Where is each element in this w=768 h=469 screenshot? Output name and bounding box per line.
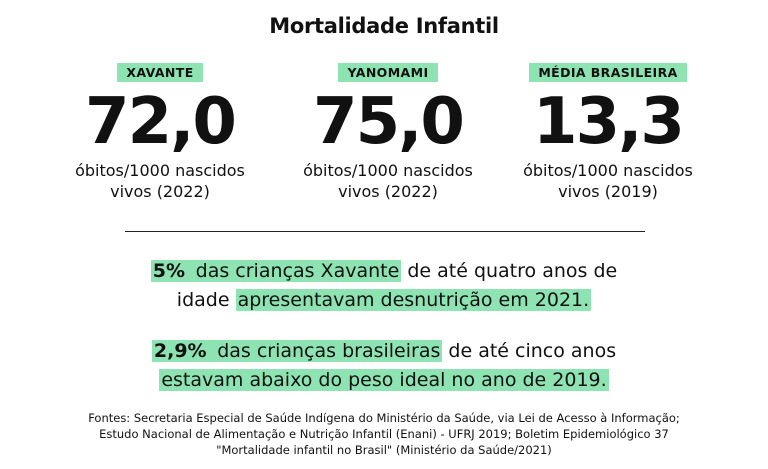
stat-label: MÉDIA BRASILEIRA	[529, 63, 687, 82]
stat-yanomami: YANOMAMI 75,0 óbitos/1000 nascidos vivos…	[283, 62, 493, 202]
stat-unit-line1: óbitos/1000 nascidos	[75, 161, 245, 180]
divider	[125, 231, 645, 232]
stat-xavante: XAVANTE 72,0 óbitos/1000 nascidos vivos …	[55, 62, 265, 202]
stat-value: 13,3	[533, 85, 685, 159]
stat-unit: óbitos/1000 nascidos vivos (2022)	[55, 160, 265, 202]
stat-value: 75,0	[313, 85, 465, 159]
sources: Fontes: Secretaria Especial de Saúde Ind…	[40, 410, 728, 458]
fact-text: de até quatro anos de	[407, 260, 618, 282]
fact-highlight: das crianças brasileiras	[215, 340, 443, 362]
stat-unit-line2: vivos (2019)	[558, 182, 658, 201]
fact-text: de até cinco anos	[448, 340, 617, 362]
fact-text: idade	[176, 289, 230, 311]
stat-label: YANOMAMI	[338, 63, 438, 82]
stat-value: 72,0	[85, 85, 237, 159]
stat-unit-line1: óbitos/1000 nascidos	[523, 161, 693, 180]
fact-highlight: estavam abaixo do peso ideal no ano de 2…	[159, 369, 609, 391]
stat-unit: óbitos/1000 nascidos vivos (2022)	[283, 160, 493, 202]
sources-line: "Mortalidade infantil no Brasil" (Minist…	[216, 443, 552, 457]
stat-unit-line1: óbitos/1000 nascidos	[303, 161, 473, 180]
stat-unit-line2: vivos (2022)	[338, 182, 438, 201]
fact-highlight: das crianças Xavante	[193, 260, 402, 282]
stat-unit-line2: vivos (2022)	[110, 182, 210, 201]
page-title: Mortalidade Infantil	[269, 14, 499, 38]
sources-line: Estudo Nacional de Alimentação e Nutriçã…	[99, 427, 669, 441]
fact-percent: 5%	[150, 260, 194, 282]
fact-highlight: apresentavam desnutrição em 2021.	[235, 289, 592, 311]
fact-brazil-underweight: 2,9% das crianças brasileiras de até cin…	[90, 337, 678, 395]
stat-label: XAVANTE	[117, 63, 203, 82]
stat-unit: óbitos/1000 nascidos vivos (2019)	[503, 160, 713, 202]
fact-percent: 2,9%	[151, 340, 216, 362]
fact-xavante-malnutrition: 5% das crianças Xavante de até quatro an…	[90, 257, 678, 315]
stat-media-brasileira: MÉDIA BRASILEIRA 13,3 óbitos/1000 nascid…	[503, 62, 713, 202]
sources-line: Fontes: Secretaria Especial de Saúde Ind…	[88, 411, 680, 425]
